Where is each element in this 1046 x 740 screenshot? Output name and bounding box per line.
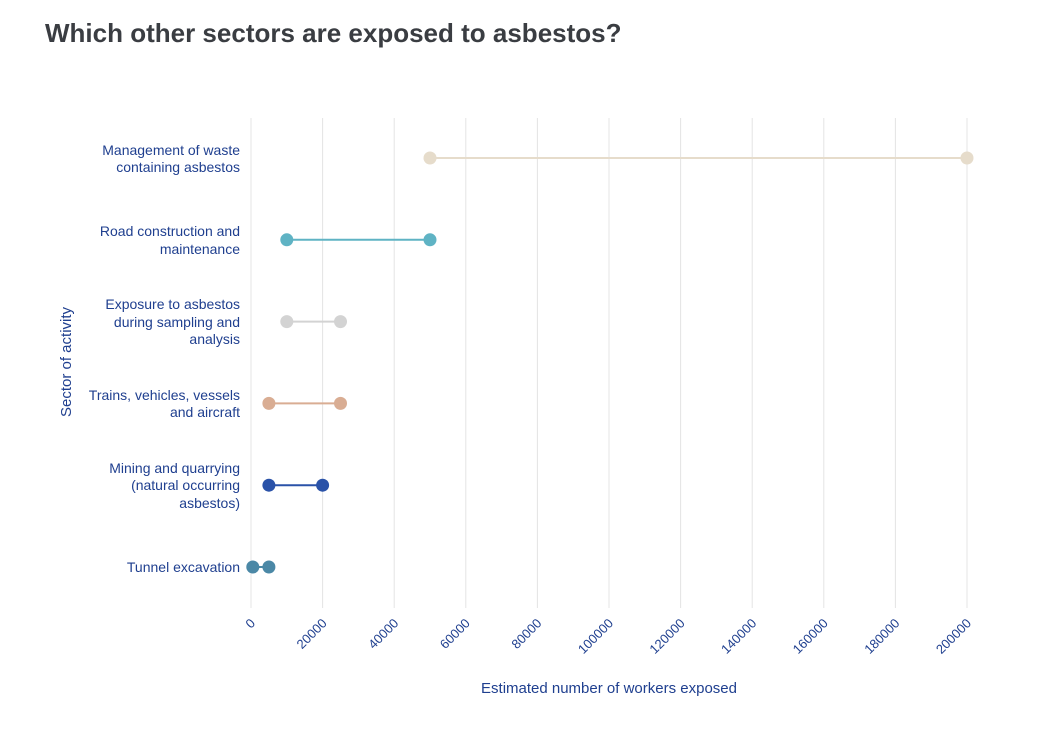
min-point[interactable]	[246, 560, 260, 574]
category-label-line: Mining and quarrying	[109, 459, 240, 476]
y-axis-title: Sector of activity	[58, 306, 75, 417]
category-label-line: and aircraft	[169, 404, 240, 421]
max-point[interactable]	[423, 233, 437, 247]
x-tick-label: 60000	[437, 616, 473, 652]
min-point[interactable]	[262, 396, 276, 410]
min-point[interactable]	[280, 315, 294, 329]
x-tick-label: 200000	[933, 616, 974, 657]
dumbbell-row	[246, 560, 276, 574]
category-label-line: asbestos)	[179, 494, 240, 511]
category-label: Tunnel excavation	[70, 559, 240, 577]
category-label-line: (natural occurring	[131, 477, 240, 494]
x-tick-label: 100000	[575, 616, 616, 657]
dumbbell-row	[262, 478, 330, 492]
max-point[interactable]	[334, 396, 347, 410]
category-label-line: Management of waste	[102, 141, 240, 158]
category-label-line: during sampling and	[113, 313, 240, 330]
category-label: Management of waste containing asbestos	[70, 142, 240, 177]
max-point[interactable]	[334, 315, 347, 329]
category-label: Road construction and maintenance	[70, 223, 240, 258]
category-label: Trains, vehicles, vessels and aircraft	[70, 387, 240, 422]
x-tick-label: 120000	[646, 616, 687, 657]
x-tick-label: 160000	[790, 616, 831, 657]
category-label-line: Tunnel excavation	[126, 559, 240, 576]
gridlines	[250, 118, 968, 608]
category-label-line: Exposure to asbestos	[105, 296, 240, 313]
dumbbell-row	[423, 151, 974, 165]
x-tick-label: 180000	[861, 616, 902, 657]
x-axis-ticks: 0 20000 40000 60000 80000 100000 120000 140000 1…	[242, 616, 974, 657]
min-point[interactable]	[280, 233, 294, 247]
category-label-line: Trains, vehicles, vessels	[88, 386, 240, 403]
category-label-line: containing asbestos	[116, 159, 240, 175]
max-point[interactable]	[262, 560, 276, 574]
chart-marks	[246, 151, 974, 574]
dumbbell-row	[280, 315, 347, 329]
category-label-line: analysis	[189, 331, 240, 348]
max-point[interactable]	[316, 478, 330, 492]
category-label: Mining and quarrying (natural occurring as…	[70, 460, 240, 513]
chart-title: Which other sectors are exposed to asbes…	[45, 18, 622, 48]
dumbbell-row	[280, 233, 437, 247]
dumbbell-row	[262, 396, 347, 410]
x-tick-label: 80000	[508, 616, 544, 652]
x-tick-label: 0	[242, 616, 258, 632]
category-label: Exposure to asbestos during sampling and a…	[70, 296, 240, 349]
min-point[interactable]	[262, 478, 276, 492]
x-tick-label: 40000	[365, 616, 401, 652]
max-point[interactable]	[960, 151, 974, 165]
x-axis-title: Estimated number of workers exposed	[481, 680, 737, 697]
category-label-line: Road construction and	[99, 223, 240, 240]
x-tick-label: 140000	[718, 616, 759, 657]
category-label-line: maintenance	[159, 240, 240, 257]
x-tick-label: 20000	[294, 616, 330, 652]
min-point[interactable]	[423, 151, 437, 165]
